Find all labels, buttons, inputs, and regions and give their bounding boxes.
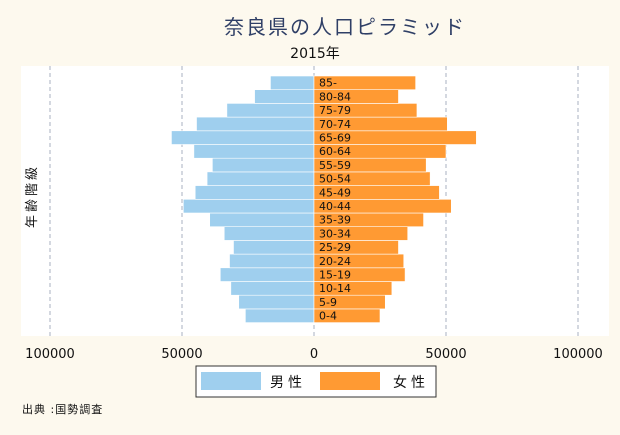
x-tick-label: 50000 [425, 347, 466, 362]
age-group-label: 55-59 [319, 159, 351, 172]
legend-label-female: 女性 [393, 374, 429, 391]
y-axis-label: 年齢階級 [25, 164, 40, 228]
legend-swatch-female [320, 372, 380, 390]
age-group-label: 20-24 [319, 255, 351, 268]
x-tick-label: 0 [310, 347, 318, 362]
chart-title: 奈良県の人口ピラミッド [224, 15, 466, 39]
bar-male [209, 212, 315, 227]
bar-male [183, 199, 315, 214]
legend-box [195, 365, 437, 398]
age-group-label: 65-69 [319, 132, 351, 145]
age-group-label: 75-79 [319, 104, 351, 117]
bar-male [245, 308, 315, 323]
bar-male [233, 240, 315, 255]
age-group-label: 85- [319, 77, 337, 90]
age-group-label: 45-49 [319, 186, 351, 199]
legend: 男性 女性 [195, 365, 437, 398]
age-group-label: 35-39 [319, 214, 351, 227]
age-group-label: 0-4 [319, 310, 337, 323]
x-tick-label: 50000 [161, 347, 202, 362]
bar-male [212, 157, 315, 173]
bar-male [219, 267, 315, 282]
x-tick-label: 100000 [553, 347, 603, 362]
age-group-label: 50-54 [319, 173, 351, 186]
source-note: 出典 :国勢調査 [22, 402, 103, 416]
bar-male [196, 116, 315, 132]
bar-male [229, 253, 315, 269]
bar-male [226, 103, 315, 118]
age-group-label: 70-74 [319, 118, 351, 131]
x-tick-label: 100000 [25, 347, 75, 362]
legend-swatch-male [201, 372, 261, 390]
chart-subtitle: 2015年 [290, 46, 340, 62]
bars-group [171, 75, 477, 323]
bar-male [254, 89, 315, 104]
age-group-label: 30-34 [319, 227, 351, 240]
age-group-label: 80-84 [319, 90, 351, 103]
age-group-label: 25-29 [319, 241, 351, 254]
age-group-label: 40-44 [319, 200, 351, 213]
age-group-label: 60-64 [319, 145, 351, 158]
bar-male [193, 144, 315, 159]
bar-male [206, 171, 315, 186]
bar-male [270, 75, 315, 90]
age-group-label: 5-9 [319, 296, 337, 309]
bar-female [313, 75, 416, 90]
bar-male [238, 294, 315, 310]
age-group-label: 15-19 [319, 269, 351, 282]
bar-male [171, 130, 315, 145]
bar-male [194, 185, 315, 200]
bar-male [230, 281, 315, 296]
x-tick-labels-group: 100000 50000 0 50000 100000 [25, 347, 603, 362]
bar-male [223, 226, 315, 241]
age-labels-group: 0-45-910-1415-1920-2425-2930-3435-3940-4… [319, 77, 351, 323]
age-group-label: 10-14 [319, 282, 351, 295]
legend-label-male: 男性 [270, 375, 306, 391]
